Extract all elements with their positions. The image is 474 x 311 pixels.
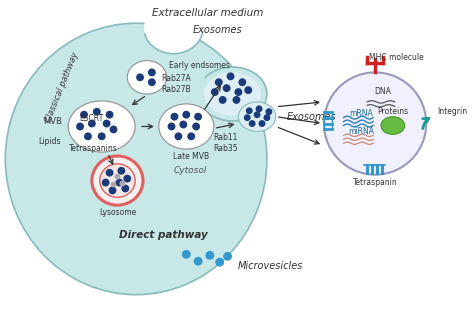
Circle shape <box>123 175 131 183</box>
Circle shape <box>121 184 129 193</box>
Circle shape <box>103 120 110 128</box>
Text: Proteins: Proteins <box>377 107 409 116</box>
Circle shape <box>235 88 242 96</box>
Ellipse shape <box>198 67 267 121</box>
Circle shape <box>244 114 251 121</box>
Text: Exosomes: Exosomes <box>193 25 243 35</box>
Circle shape <box>255 105 263 112</box>
Circle shape <box>116 179 123 187</box>
Circle shape <box>205 251 214 260</box>
Circle shape <box>109 187 117 194</box>
Ellipse shape <box>5 23 267 295</box>
Circle shape <box>136 73 144 81</box>
Circle shape <box>88 120 96 128</box>
Circle shape <box>233 96 240 104</box>
Circle shape <box>223 84 230 92</box>
Circle shape <box>148 68 156 76</box>
Text: Lysosome: Lysosome <box>99 208 136 217</box>
Text: Extracellular medium: Extracellular medium <box>152 8 264 18</box>
Text: Microvesicles: Microvesicles <box>237 261 303 271</box>
Text: Late MVB: Late MVB <box>173 152 209 161</box>
Circle shape <box>148 78 156 86</box>
Ellipse shape <box>100 164 135 197</box>
Ellipse shape <box>68 101 135 152</box>
Circle shape <box>223 252 232 261</box>
Circle shape <box>98 132 106 140</box>
Text: Lipids: Lipids <box>38 137 60 146</box>
Text: Exosomes: Exosomes <box>287 112 336 122</box>
Circle shape <box>254 111 261 118</box>
Text: Direct pathway: Direct pathway <box>119 230 208 240</box>
Circle shape <box>194 113 202 121</box>
Circle shape <box>227 72 235 80</box>
Circle shape <box>119 181 125 187</box>
Ellipse shape <box>159 104 214 149</box>
Text: Tetraspanins: Tetraspanins <box>70 144 118 153</box>
Circle shape <box>80 111 88 118</box>
Circle shape <box>265 108 273 115</box>
Circle shape <box>194 257 202 266</box>
Ellipse shape <box>178 69 208 118</box>
Ellipse shape <box>238 102 276 132</box>
Circle shape <box>211 88 219 96</box>
Circle shape <box>264 114 270 121</box>
Circle shape <box>246 107 253 114</box>
Ellipse shape <box>204 72 261 116</box>
Text: Integrin: Integrin <box>437 107 467 116</box>
Text: Tetraspanin: Tetraspanin <box>353 178 398 187</box>
Text: Rab11
Rab35: Rab11 Rab35 <box>213 133 238 153</box>
Text: MVB: MVB <box>44 117 63 126</box>
Text: DNA: DNA <box>374 87 392 96</box>
Ellipse shape <box>381 117 405 134</box>
Circle shape <box>258 120 265 127</box>
Ellipse shape <box>144 2 203 54</box>
Circle shape <box>115 174 120 179</box>
Text: Classical pathway: Classical pathway <box>44 51 81 124</box>
Ellipse shape <box>92 156 143 205</box>
Circle shape <box>249 120 255 127</box>
Circle shape <box>238 78 246 86</box>
Circle shape <box>179 121 187 128</box>
Text: Cytosol: Cytosol <box>173 166 207 175</box>
Circle shape <box>215 78 223 86</box>
Circle shape <box>168 123 175 130</box>
Circle shape <box>106 169 113 177</box>
Circle shape <box>84 132 92 140</box>
Circle shape <box>215 258 224 267</box>
Text: miRNA: miRNA <box>348 127 374 136</box>
Circle shape <box>244 86 252 94</box>
Text: Early endsomes: Early endsomes <box>169 61 229 70</box>
Circle shape <box>182 250 191 259</box>
Circle shape <box>187 132 195 140</box>
Circle shape <box>109 126 118 133</box>
Text: ESCRT: ESCRT <box>80 114 104 123</box>
Circle shape <box>93 108 100 116</box>
Circle shape <box>171 113 178 121</box>
Circle shape <box>118 167 125 175</box>
Text: Rab27A
Rab27B: Rab27A Rab27B <box>162 74 191 94</box>
Text: mRNA: mRNA <box>349 109 373 118</box>
Circle shape <box>110 182 117 188</box>
Circle shape <box>324 72 426 175</box>
Circle shape <box>219 96 227 104</box>
Ellipse shape <box>128 61 166 94</box>
Circle shape <box>174 132 182 140</box>
Circle shape <box>102 179 109 187</box>
Text: MHC molecule: MHC molecule <box>369 53 424 62</box>
Circle shape <box>182 111 190 118</box>
Circle shape <box>76 123 84 130</box>
Circle shape <box>106 111 113 118</box>
Circle shape <box>192 123 200 130</box>
